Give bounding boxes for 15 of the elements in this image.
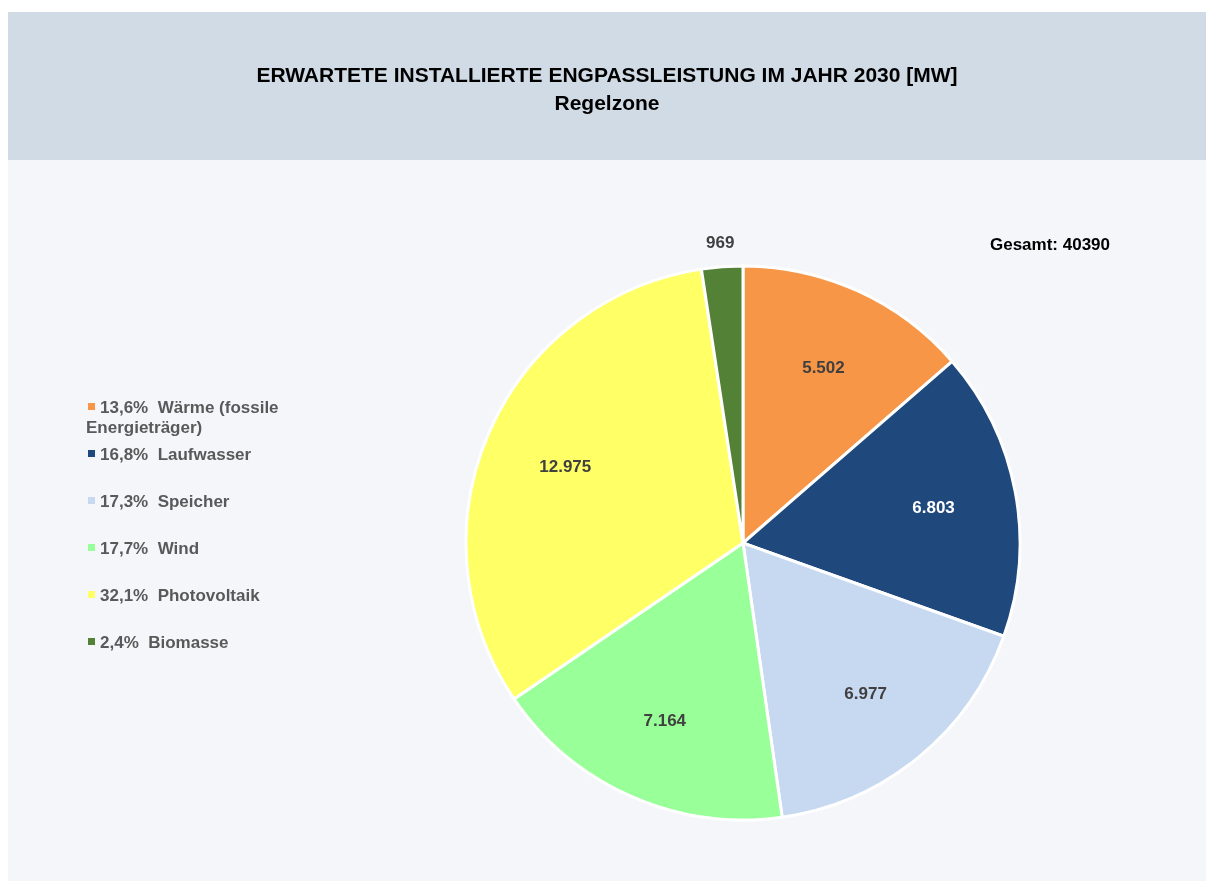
data-label: 5.502 <box>802 357 845 377</box>
data-label: 12.975 <box>539 456 592 476</box>
data-label: 7.164 <box>643 711 687 731</box>
legend-label: 2,4% Biomasse <box>100 633 229 652</box>
chart-subtitle: Regelzone <box>554 91 660 114</box>
legend-label: 17,3% Speicher <box>100 492 230 511</box>
data-label: 6.977 <box>844 684 887 704</box>
chart-title: ERWARTETE INSTALLIERTE ENGPASSLEISTUNG IM JAHR 2030 [MW] <box>256 63 958 86</box>
data-label: 6.803 <box>912 498 955 518</box>
legend-label: 13,6% Wärme (fossile Energieträger) <box>86 398 279 437</box>
legend-label: 16,8% Laufwasser <box>100 445 252 464</box>
legend-label: 17,7% Wind <box>100 539 200 558</box>
text: Gesamt: 40390 <box>989 235 1111 254</box>
data-label: 969 <box>706 232 735 252</box>
legend-label: 32,1% Photovoltaik <box>100 586 261 605</box>
